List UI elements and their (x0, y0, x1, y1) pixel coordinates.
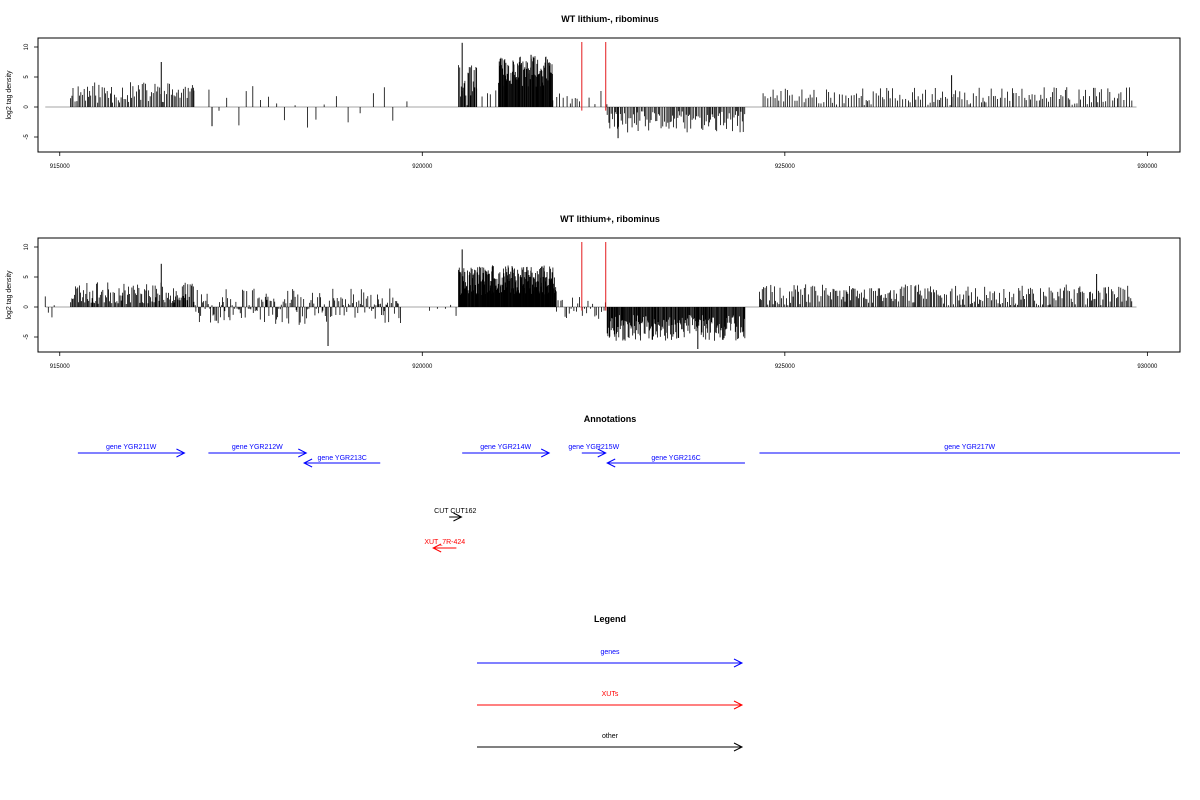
x-tick-label: 915000 (50, 364, 71, 370)
feature-label: gene YGR217W (944, 444, 995, 451)
feature-label: gene YGR216C (651, 455, 700, 462)
arrow-right-icon (733, 658, 744, 668)
y-tick-label: -5 (24, 134, 30, 140)
x-axis: 915000 920000 925000 930000 (50, 152, 1158, 170)
annotation-feature: gene YGR215W (568, 444, 620, 458)
annotation-feature: gene YGR213C (302, 455, 381, 468)
annotation-feature: gene YGR212W (208, 444, 308, 458)
region-markers (581, 242, 607, 311)
y-tick-label: 10 (24, 243, 30, 250)
feature-label: gene YGR211W (106, 444, 157, 451)
legend-entry: XUTs (477, 691, 744, 710)
annotation-feature: XUT_7R-424 (424, 539, 465, 553)
x-tick-label: 920000 (412, 164, 433, 170)
annotations-title: Annotations (584, 414, 637, 424)
arrow-right-icon (298, 448, 308, 458)
y-axis-label: log2 tag density (6, 270, 13, 320)
feature-label: gene YGR213C (318, 455, 367, 462)
y-axis-label: log2 tag density (6, 70, 13, 120)
arrow-left-icon (302, 458, 313, 468)
y-tick-label: 5 (24, 275, 30, 279)
panel-title: WT lithium-, ribominus (561, 14, 659, 24)
legend-label: genes (600, 649, 620, 656)
legend: Legend genes XUTs other (477, 614, 744, 752)
x-tick-label: 930000 (1137, 164, 1158, 170)
x-tick-label: 925000 (775, 364, 796, 370)
legend-label: other (602, 733, 619, 740)
annotation-feature: CUT CUT162 (434, 508, 477, 522)
arrow-right-icon (176, 448, 186, 458)
legend-entry: genes (477, 649, 744, 668)
plot-frame (37, 237, 1181, 353)
annotation-feature: gene YGR211W (77, 444, 186, 458)
arrow-right-icon (453, 512, 463, 522)
arrow-right-icon (597, 448, 607, 458)
arrow-right-icon (733, 742, 744, 752)
annotation-feature: gene YGR216C (606, 455, 745, 468)
track-panel-lithium-plus: WT lithium+, ribominus log2 tag density … (6, 214, 1181, 370)
feature-label: XUT_7R-424 (424, 539, 465, 546)
feature-label: gene YGR214W (480, 444, 531, 451)
legend-label: XUTs (602, 691, 619, 698)
legend-entries: genes XUTs other (477, 649, 744, 752)
legend-entry: other (477, 733, 744, 752)
signal-bars (44, 249, 1137, 349)
arrow-left-icon (606, 458, 616, 468)
y-axis: -5 0 5 10 (24, 43, 38, 140)
legend-title: Legend (594, 614, 626, 624)
arrow-left-icon (432, 543, 442, 553)
plot-frame (37, 37, 1181, 153)
panel-title: WT lithium+, ribominus (560, 214, 660, 224)
region-markers (581, 42, 607, 111)
annotation-features: gene YGR211W gene YGR212W gene YGR213C gene… (77, 444, 1180, 553)
y-axis: -5 0 5 10 (24, 243, 38, 340)
feature-label: CUT CUT162 (434, 508, 476, 515)
feature-label: gene YGR215W (568, 444, 619, 451)
y-tick-label: 10 (24, 43, 30, 50)
arrow-right-icon (540, 448, 551, 458)
track-panel-lithium-minus: WT lithium-, ribominus log2 tag density … (6, 14, 1181, 170)
y-tick-label: 5 (24, 75, 30, 79)
signal-bars (45, 42, 1137, 139)
x-axis: 915000 920000 925000 930000 (50, 352, 1158, 370)
x-tick-label: 920000 (412, 364, 433, 370)
y-tick-label: 0 (24, 305, 30, 309)
y-tick-label: -5 (24, 334, 30, 340)
annotations-panel: Annotations gene YGR211W gene YGR212Wgene… (77, 414, 1180, 553)
x-tick-label: 925000 (775, 164, 796, 170)
arrow-right-icon (733, 700, 744, 710)
x-tick-label: 930000 (1137, 364, 1158, 370)
annotation-feature: gene YGR217W (759, 444, 1180, 454)
y-tick-label: 0 (24, 105, 30, 109)
annotation-feature: gene YGR214W (462, 444, 551, 458)
feature-label: gene YGR212W (232, 444, 283, 451)
x-tick-label: 915000 (50, 164, 71, 170)
